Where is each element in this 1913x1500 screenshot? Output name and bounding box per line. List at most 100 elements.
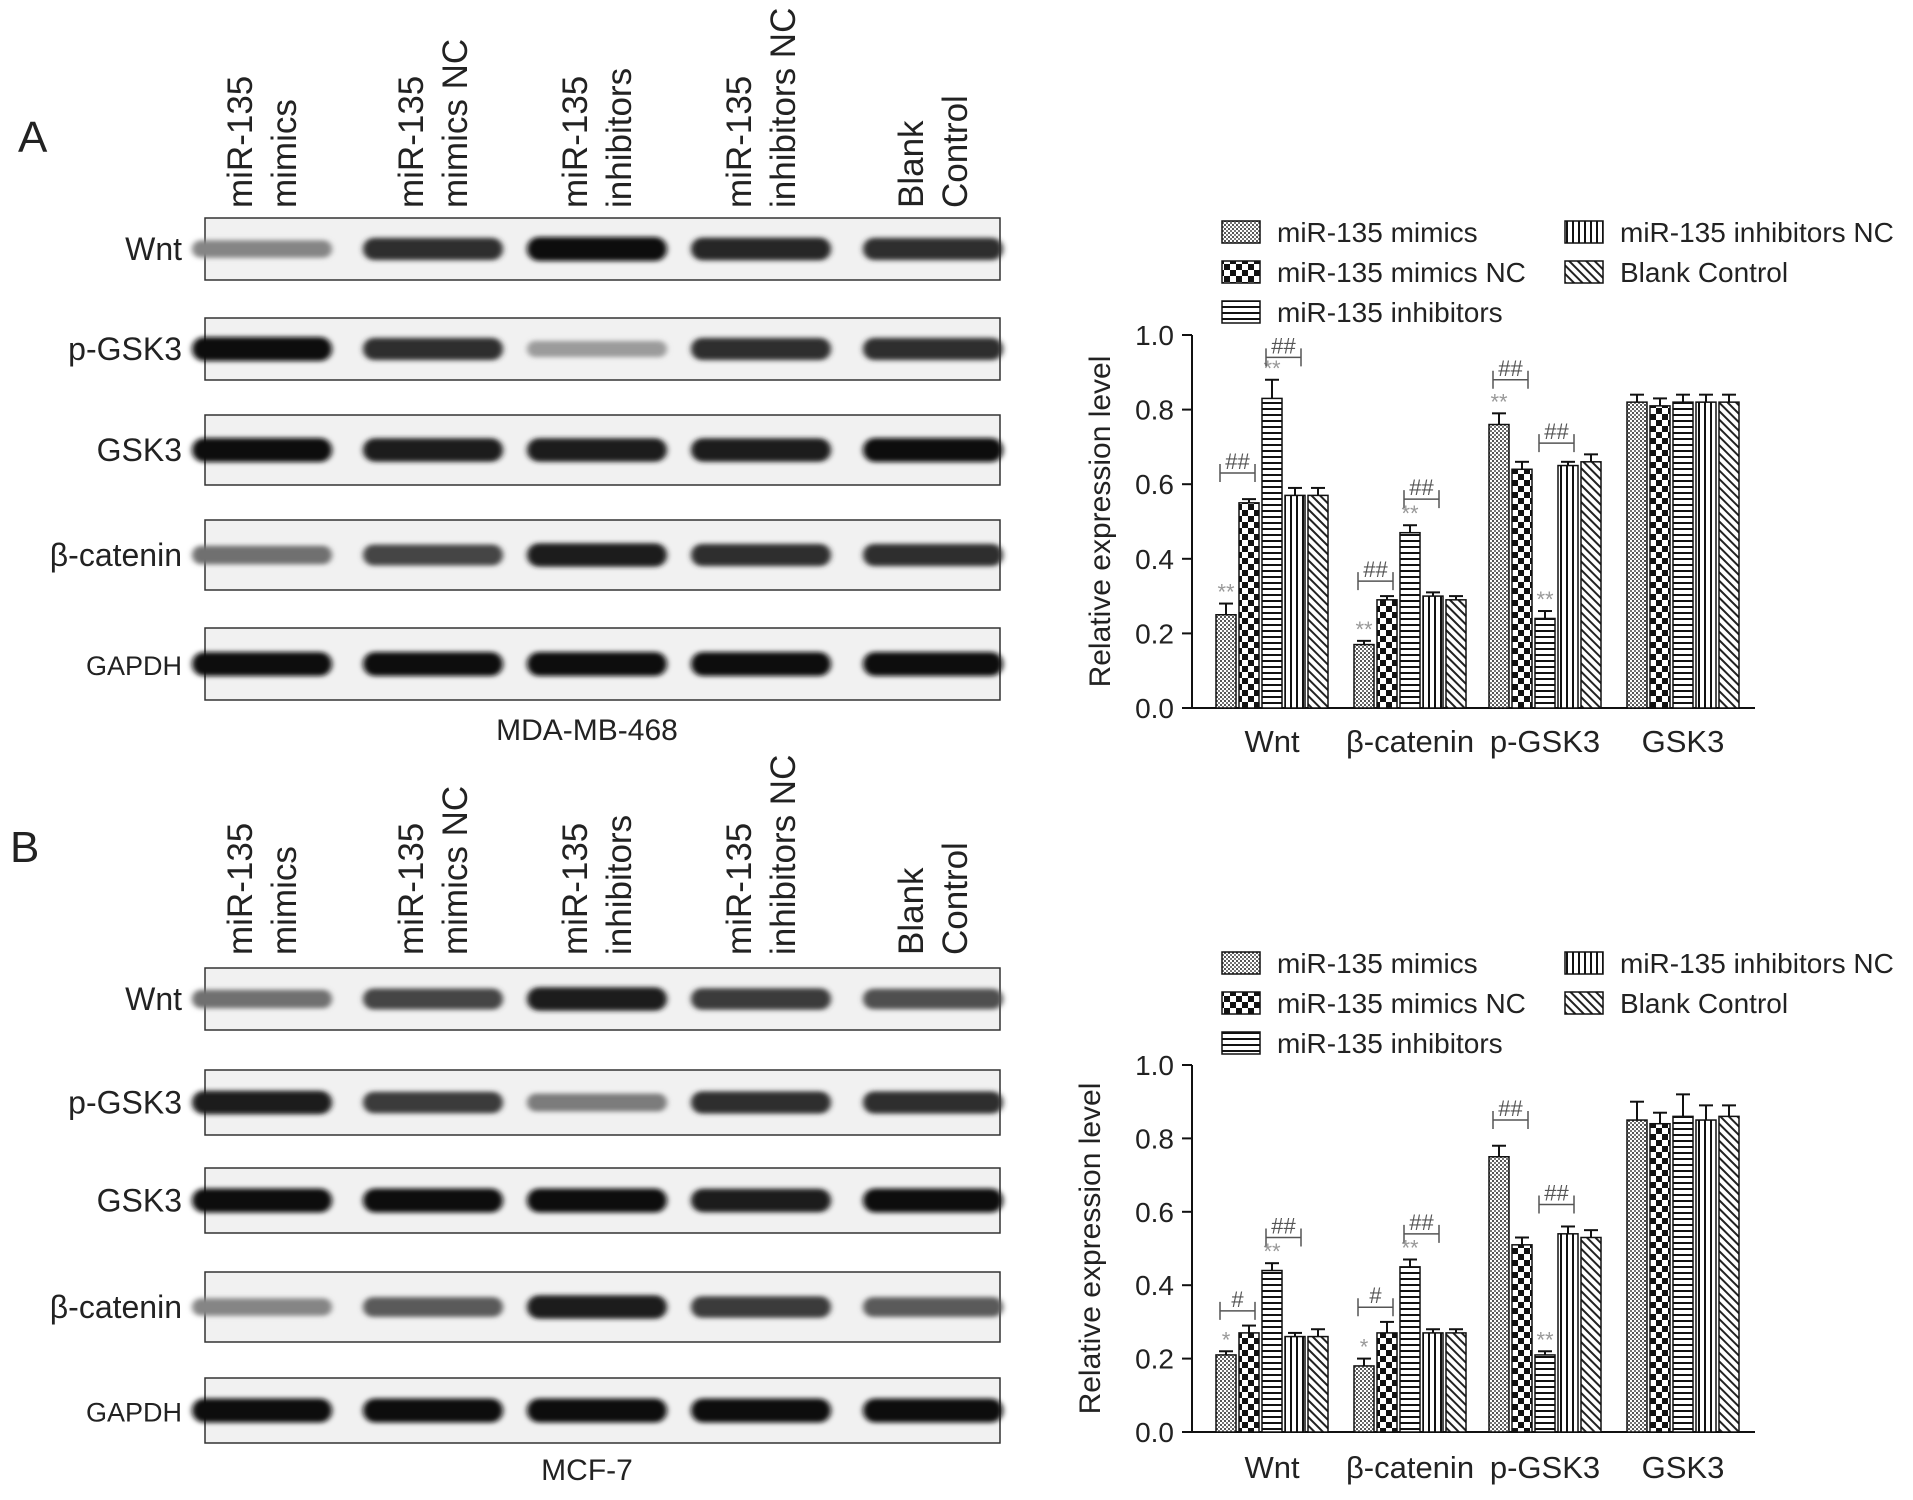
lane-label: miR-135 mimics — [221, 76, 304, 208]
blot-band — [691, 1091, 831, 1114]
blot-row: GSK3 — [97, 414, 1003, 486]
panel-label: A — [18, 113, 48, 162]
bar-chart-b: miR-135 mimics miR-135 mimics NC miR-135 i… — [1074, 948, 1894, 1485]
blot-band — [691, 988, 831, 1010]
blot-band — [192, 545, 332, 565]
significance-bracket — [1265, 1228, 1302, 1247]
bar — [1718, 1115, 1740, 1433]
significance-hash: ## — [1271, 333, 1296, 358]
x-tick-label: GSK3 — [1642, 1450, 1725, 1485]
bar — [1534, 617, 1556, 709]
significance-star: ** — [1263, 1239, 1281, 1264]
legend-swatch — [1564, 991, 1604, 1015]
significance-hash: ## — [1544, 1180, 1569, 1205]
y-tick-label: 0.2 — [1135, 1344, 1174, 1375]
blot-band — [192, 1090, 332, 1115]
blot-row-label: Wnt — [125, 981, 182, 1017]
lane-label-line: miR-135 — [392, 76, 431, 208]
bar — [1422, 595, 1444, 709]
blot-row-label: p-GSK3 — [68, 331, 182, 367]
lane-label-line: mimics NC — [436, 786, 475, 955]
lane-label-line: Blank — [892, 867, 931, 955]
legend-swatch — [1221, 260, 1261, 284]
blot-row-label: Wnt — [125, 231, 182, 267]
bar — [1718, 401, 1740, 709]
blot-band — [527, 1188, 667, 1213]
blot-band — [691, 337, 831, 361]
bar — [1557, 464, 1579, 709]
blot-band — [527, 438, 667, 462]
legend-item: miR-135 inhibitors — [1221, 1028, 1503, 1059]
blot-row-label: p-GSK3 — [68, 1085, 182, 1121]
lane-label-line: miR-135 — [221, 76, 260, 208]
bar — [1261, 397, 1283, 709]
bar — [1353, 643, 1375, 709]
blot-band — [192, 438, 332, 462]
blot-band — [863, 438, 1003, 462]
blot-band — [363, 438, 503, 462]
blot-row: p-GSK3 — [68, 317, 1003, 381]
cell-line-label: MCF-7 — [541, 1454, 633, 1487]
bar — [1695, 401, 1717, 709]
blot-band — [192, 652, 332, 676]
significance-star: ** — [1536, 1327, 1554, 1352]
blot-row-label: GAPDH — [86, 651, 182, 681]
lane-label-line: miR-135 — [556, 76, 595, 208]
blot-band — [691, 1188, 831, 1213]
blot-band — [527, 1295, 667, 1319]
y-tick-label: 0.6 — [1135, 1197, 1174, 1228]
bar — [1626, 401, 1648, 709]
blot-band — [863, 543, 1003, 567]
blot-row: Wnt — [125, 967, 1003, 1031]
blot-band — [863, 237, 1003, 261]
legend-swatch — [1564, 260, 1604, 284]
legend-label: miR-135 mimics — [1277, 948, 1478, 979]
legend-label: miR-135 inhibitors NC — [1620, 217, 1894, 248]
bar-chart-a: miR-135 mimics miR-135 mimics NC miR-135 i… — [1084, 217, 1894, 759]
significance-bracket — [1538, 1195, 1575, 1214]
bar — [1445, 1332, 1467, 1433]
x-tick-label: β-catenin — [1346, 724, 1474, 759]
bar — [1353, 1365, 1375, 1433]
blot-band — [363, 1398, 503, 1423]
blot-band — [192, 240, 332, 258]
significance-star: ** — [1217, 580, 1235, 605]
significance-star: ** — [1355, 617, 1373, 642]
lane-label-line: miR-135 — [392, 823, 431, 955]
significance-hash: # — [1369, 1283, 1382, 1308]
legend-label: miR-135 inhibitors NC — [1620, 948, 1894, 979]
lane-label-line: miR-135 — [556, 823, 595, 955]
significance-star: ** — [1536, 587, 1554, 612]
lane-label: miR-135 inhibitors — [556, 68, 639, 208]
x-tick-label: p-GSK3 — [1490, 724, 1600, 759]
lane-label-line: miR-135 — [720, 76, 759, 208]
legend-item: miR-135 mimics — [1221, 217, 1478, 248]
blot-band — [863, 1398, 1003, 1423]
blot-row-label: GAPDH — [86, 1398, 182, 1428]
legend-item: miR-135 inhibitors NC — [1564, 217, 1894, 248]
lane-label: Blank Control — [892, 95, 975, 208]
y-tick-label: 0.8 — [1135, 1123, 1174, 1154]
lane-label-line: mimics — [265, 846, 304, 955]
legend-label: Blank Control — [1620, 988, 1788, 1019]
blot-band — [691, 652, 831, 676]
blot-band — [192, 337, 332, 361]
legend-swatch — [1221, 220, 1261, 244]
x-tick-label: Wnt — [1244, 1450, 1300, 1485]
panel-label: B — [10, 823, 39, 872]
blot-row-label: β-catenin — [50, 537, 182, 573]
blot-row: β-catenin — [50, 519, 1003, 591]
blot-row: p-GSK3 — [68, 1069, 1003, 1136]
significance-hash: # — [1231, 1287, 1244, 1312]
lane-label-line: mimics — [265, 99, 304, 208]
y-tick-label: 0.0 — [1135, 1417, 1174, 1448]
legend-label: miR-135 mimics NC — [1277, 257, 1526, 288]
legend-item: miR-135 inhibitors — [1221, 297, 1503, 328]
legend-swatch — [1221, 951, 1261, 975]
blot-band — [527, 237, 667, 261]
blot-band — [527, 1093, 667, 1112]
lane-label-line: inhibitors NC — [764, 755, 803, 955]
blot-row: GAPDH — [86, 627, 1003, 701]
bar — [1672, 1115, 1694, 1433]
bar — [1238, 502, 1260, 709]
